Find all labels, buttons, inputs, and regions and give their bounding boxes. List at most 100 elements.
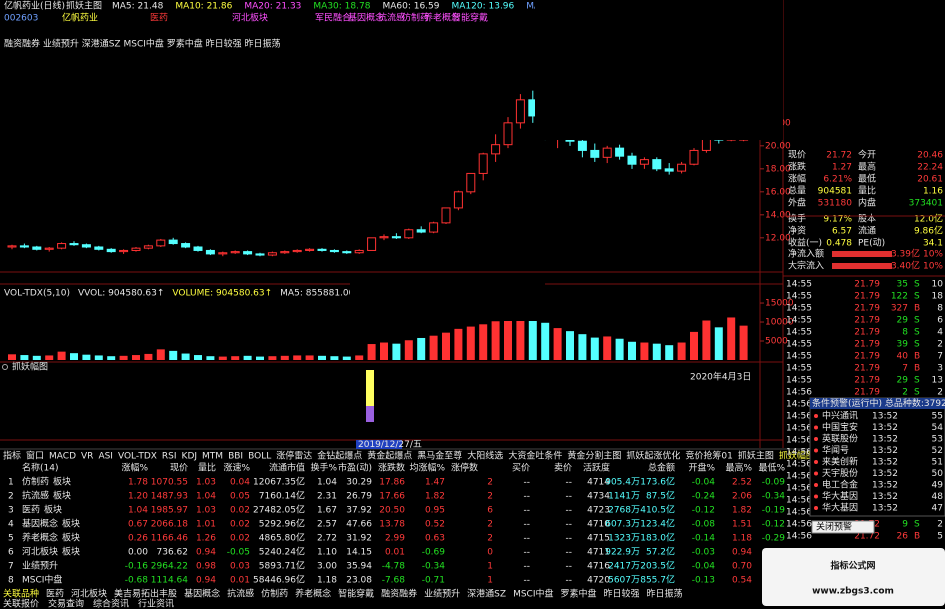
table-header: 总金额 [648,462,675,474]
indicator-tab[interactable]: 涨停雷达 [276,450,312,462]
alert-stock[interactable]: 天宇股份 [822,467,858,479]
related-tab[interactable]: 昨日振荡 [647,588,683,600]
indicator-tab[interactable]: 金钻起爆点 [317,450,362,462]
info-tab[interactable]: 综合资讯 [93,598,129,609]
volume-bar [615,338,624,360]
row-number: 8 [8,576,14,586]
table-cell: 1 [487,576,493,586]
alert-stock[interactable]: 华闻号 [822,444,849,456]
table-cell: 1.03 [196,478,216,488]
alert-stock[interactable]: 中兴通讯 [822,410,858,422]
row-number: 5 [8,534,14,544]
row-name[interactable]: 养老概念 [22,532,58,544]
alert-stock[interactable]: 华大基因 [822,502,858,514]
table-cell: -0.71 [422,576,445,586]
table-cell: 2 [487,520,493,530]
related-tab[interactable]: 昨日较强 [604,588,640,600]
table-cell: -- [566,478,573,488]
quote-label: 今开 [858,149,876,161]
row-name[interactable]: 仿制药 [22,476,49,488]
table-cell: 87.5亿 [646,490,675,502]
related-tab[interactable]: 深港通SZ [467,588,506,600]
indicator-tab[interactable]: 大阳线选 [467,450,503,462]
related-tab[interactable]: 河北板块 [71,588,107,600]
alert-dot [814,460,818,464]
related-tab[interactable]: 养老概念 [295,588,331,600]
table-cell: 0.52 [425,520,445,530]
indicator-tab[interactable]: 抓妖幅图 [779,450,815,462]
flow-label: 大宗流入 [788,260,824,272]
indicator-tab[interactable]: 大资金吐条件 [508,450,562,462]
indicator-tab[interactable]: 抓妖起涨优化 [626,450,680,462]
tick-count: 8 [937,304,943,314]
alert-stock[interactable]: 中国宝安 [822,421,858,433]
alert-dot [814,494,818,499]
info-tab[interactable]: 关联报价 [3,598,39,609]
flow-value: 3.40亿 [891,260,920,272]
sector-tag: 医药 [150,13,168,24]
quote-label: 现价 [788,150,806,161]
row-name[interactable]: 医药 [22,505,40,516]
alert-stock[interactable]: 英联股份 [822,433,858,445]
alert-stock[interactable]: 华大基因 [822,490,858,502]
indicator-tab[interactable]: BOLL [248,452,271,462]
indicator-tab[interactable]: 黄金起爆点 [367,450,412,462]
candle-body [119,249,129,253]
indicator-tab[interactable]: BBI [228,452,243,462]
table-cell: 0.54 [732,576,752,586]
row-name[interactable]: MSCI中盘 [22,574,62,586]
indicator-tab[interactable]: VOL-TDX [118,452,157,462]
related-tab[interactable]: 融资融券 [381,588,417,600]
related-tab[interactable]: 罗素中盘 [560,588,596,600]
related-tab[interactable]: 关联品种 [3,588,39,600]
volume-bar [268,356,277,360]
quote-value: 904581 [818,187,852,197]
button-label[interactable]: 关闭预警 [816,521,852,533]
indicator-tab[interactable]: 抓妖主图 [738,450,774,462]
candle-body [168,239,178,245]
indicator-tab[interactable]: MTM [202,452,223,462]
related-tab[interactable]: MSCI中盘 [513,588,553,600]
table-cell: 2.72 [317,534,337,544]
row-name[interactable]: 业绩预升 [22,560,58,572]
info-tab[interactable]: 行业资讯 [138,598,174,609]
indicator-tab[interactable]: KDJ [182,452,198,462]
related-tab[interactable]: 业绩预升 [424,588,460,600]
related-tab[interactable]: 仿制药 [261,588,288,600]
indicator-tab[interactable]: 黑马金至尊 [417,450,462,462]
indicator-tab[interactable]: RSI [162,452,177,462]
tick-side: B [914,532,920,542]
indicator-tab[interactable]: 指标 [3,450,21,462]
tick-count: 2 [937,340,943,350]
info-tab[interactable]: 交易查询 [48,598,84,609]
indicator-tab[interactable]: ASI [98,452,113,462]
indicator-tab[interactable]: 窗口 [26,450,44,462]
candle-body [44,247,54,250]
related-tab[interactable]: 美吉易拓出丰股 [114,588,177,600]
alert-stock[interactable]: 来美创新 [822,456,858,468]
row-name[interactable]: 河北板块 [22,546,58,558]
related-tab[interactable]: 医药 [46,589,64,600]
related-tab[interactable]: 智能穿戴 [338,588,374,600]
related-tab[interactable]: 基因概念 [184,588,220,600]
tick-volume: 35 [897,280,908,290]
volume-bar [380,342,388,360]
table-cell: 1.04 [196,492,216,502]
quote-value: 6.57 [832,227,852,237]
indicator-tab[interactable]: VR [81,452,93,462]
table-cell: -- [524,562,531,572]
indicator-tab[interactable]: 黄金分割主图 [567,450,621,462]
quote-value: 9.17% [823,215,852,225]
table-cell: -- [566,520,573,530]
indicator-tab[interactable]: MACD [49,452,76,462]
tick-volume: 39 [897,340,909,350]
related-tab[interactable]: 抗流感 [227,588,254,600]
alert-stock[interactable]: 电工合金 [822,479,858,491]
volume-bar [107,356,116,360]
row-name[interactable]: 基因概念 [22,518,58,530]
button[interactable] [811,520,875,534]
quote-value: 1.16 [923,187,943,197]
table-cell: 607.3万 [605,520,640,530]
row-name[interactable]: 抗流感 [22,490,49,502]
indicator-tab[interactable]: 竞价抢筹01 [685,450,732,462]
